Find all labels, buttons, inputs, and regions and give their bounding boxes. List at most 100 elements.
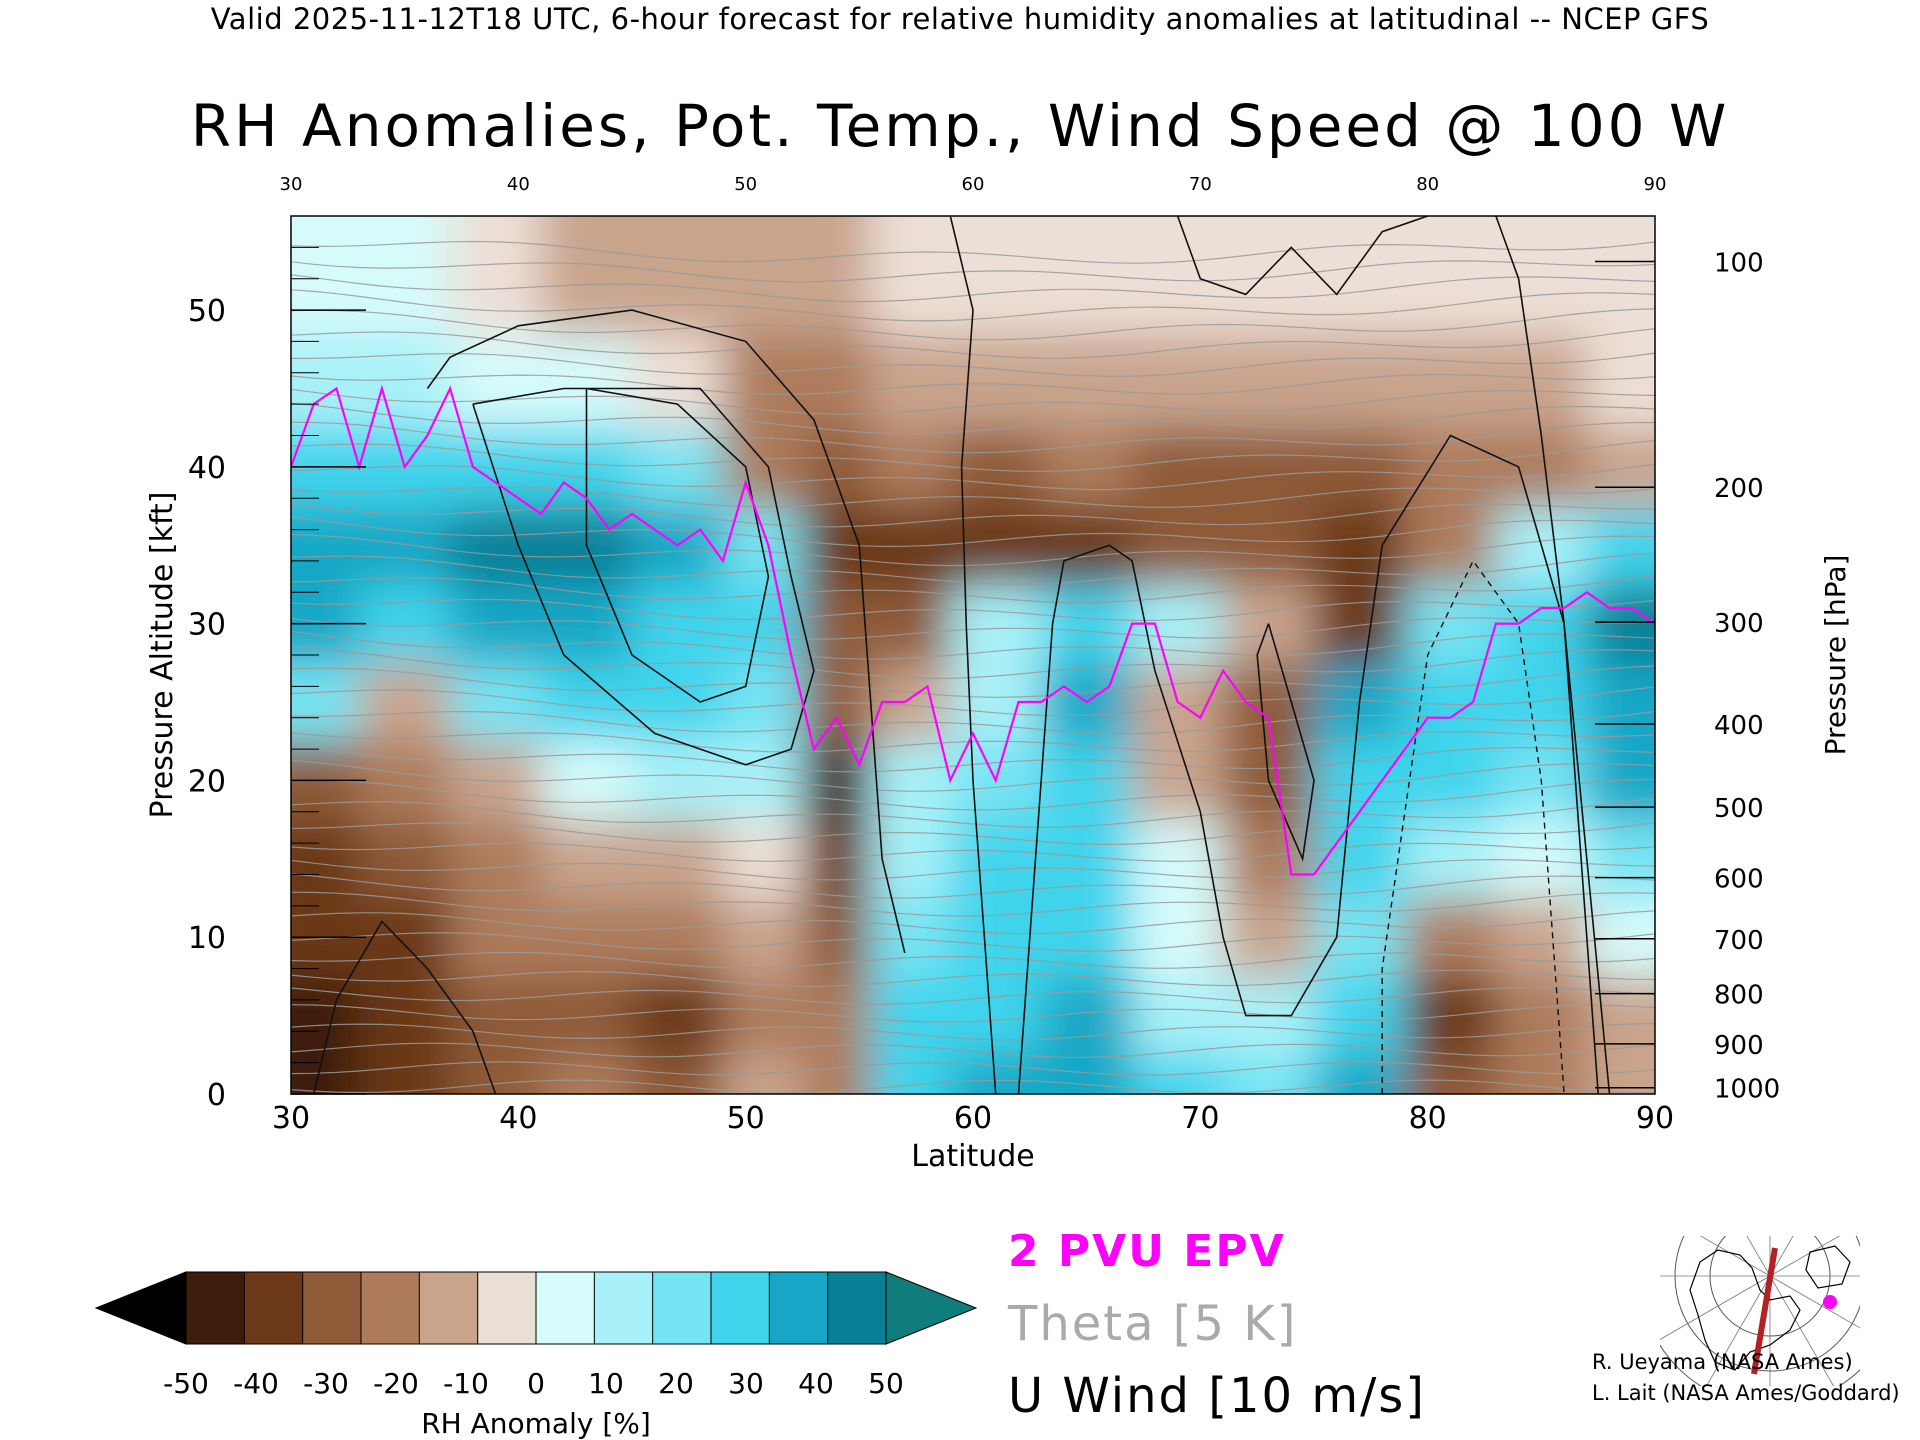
rh-cell xyxy=(1495,898,1588,978)
colorbar-low-arrow xyxy=(94,1271,187,1345)
rh-cell xyxy=(291,216,361,335)
rh-cell xyxy=(1314,976,1406,1056)
rh-cell xyxy=(802,584,872,664)
rh-cell xyxy=(1223,819,1315,900)
y-axis-label-right: Pressure [hPa] xyxy=(1819,555,1852,756)
rh-cell xyxy=(291,333,361,429)
rh-cell xyxy=(950,506,1043,586)
rh-cell xyxy=(1586,427,1655,508)
rh-cell xyxy=(1404,427,1497,508)
rh-cell xyxy=(1495,976,1588,1056)
x-tick-label: 50 xyxy=(727,1101,765,1136)
rh-cell xyxy=(1314,741,1406,821)
inset-coastline xyxy=(1689,1249,1801,1371)
header-line: Valid 2025-11-12T18 UTC, 6-hour forecast… xyxy=(210,2,1710,36)
colorbar-swatch xyxy=(185,1271,246,1345)
colorbar-tick-label: 0 xyxy=(527,1367,545,1400)
rh-cell xyxy=(722,898,804,978)
inset-meridian xyxy=(1699,1236,1771,1277)
legend-theta: Theta [5 K] xyxy=(1008,1296,1298,1352)
rh-cell xyxy=(1314,216,1406,335)
theta-isentrope xyxy=(291,598,1655,621)
theta-isentrope xyxy=(291,798,1655,829)
rh-cell xyxy=(1404,898,1497,978)
theta-isentrope xyxy=(291,440,1655,472)
heat-cells xyxy=(291,216,1655,1094)
colorbar-tick-label: 10 xyxy=(588,1367,624,1400)
rh-cell xyxy=(1404,584,1497,664)
rh-cell xyxy=(450,333,543,429)
rh-cell xyxy=(722,741,804,821)
rh-cell xyxy=(359,976,452,1056)
u-wind-contour xyxy=(472,387,815,766)
rh-cell xyxy=(870,1054,952,1094)
rh-cell xyxy=(802,427,872,508)
rh-cell xyxy=(950,427,1043,508)
rh-cell xyxy=(1223,662,1315,743)
theta-isentrope xyxy=(291,710,1655,735)
theta-isentrope xyxy=(291,260,1655,283)
rh-cell xyxy=(1223,427,1315,508)
theta-isentrope xyxy=(291,1079,1655,1094)
rh-cell xyxy=(1586,976,1655,1056)
rh-cell xyxy=(632,427,724,508)
theta-isentrope xyxy=(291,987,1655,1005)
rh-cell xyxy=(632,898,724,978)
rh-cell xyxy=(1223,1054,1315,1094)
rh-cell xyxy=(632,741,724,821)
inset-greenland xyxy=(1805,1245,1851,1289)
theta-isentrope xyxy=(291,308,1655,341)
colorbar-swatch xyxy=(243,1271,304,1345)
rh-cell xyxy=(802,216,872,335)
inset-meridian xyxy=(1769,1275,1860,1329)
rh-cell xyxy=(1132,333,1225,429)
inset-meridian xyxy=(1769,1236,1841,1277)
theta-isentrope xyxy=(291,873,1655,899)
rh-cell xyxy=(632,662,724,743)
x-tick-label: 40 xyxy=(499,1101,537,1136)
theta-isentrope xyxy=(291,951,1655,969)
rh-cell xyxy=(632,216,724,335)
rh-cell xyxy=(1041,1054,1134,1094)
rh-cell xyxy=(632,1054,724,1094)
theta-isentrope xyxy=(291,730,1655,753)
rh-cell xyxy=(541,819,633,900)
pressure-tick-label: 400 xyxy=(1714,711,1764,741)
rh-cell xyxy=(359,662,452,743)
theta-isentrope xyxy=(291,533,1655,567)
rh-cell xyxy=(802,898,872,978)
rh-cell xyxy=(802,333,872,429)
rh-cell xyxy=(450,819,543,900)
rh-cell xyxy=(722,819,804,900)
colorbar-swatch xyxy=(710,1271,771,1345)
rh-cell xyxy=(1314,333,1406,429)
u-wind-contour xyxy=(585,387,770,703)
rh-cell xyxy=(359,506,452,586)
pressure-tick-label: 100 xyxy=(1714,248,1764,278)
theta-isentrope xyxy=(291,503,1655,528)
u-wind-contour xyxy=(1176,216,1428,296)
rh-cell xyxy=(722,427,804,508)
u-wind-contour xyxy=(1017,434,1611,1094)
rh-cell xyxy=(802,1054,872,1094)
inset-meridian xyxy=(1660,1275,1771,1340)
inset-map-frame xyxy=(1660,1236,1860,1386)
u-wind-contour xyxy=(426,309,906,954)
theta-isentrope xyxy=(291,552,1655,585)
rh-cell xyxy=(1041,741,1134,821)
pressure-tick-label: 600 xyxy=(1714,865,1764,895)
x-tick-label-top: 80 xyxy=(1416,174,1439,195)
theta-isentrope xyxy=(291,421,1655,454)
theta-isentrope xyxy=(291,328,1655,359)
rh-cell xyxy=(950,898,1043,978)
legend-u-wind: U Wind [10 m/s] xyxy=(1008,1368,1427,1424)
rh-cell xyxy=(291,819,361,900)
y-tick-label: 20 xyxy=(188,764,226,799)
theta-isentrope xyxy=(291,574,1655,604)
theta-isentrope xyxy=(291,617,1655,641)
theta-contours xyxy=(291,240,1655,1094)
y-axis-label-left: Pressure Altitude [kft] xyxy=(145,492,180,819)
rh-cell xyxy=(950,976,1043,1056)
x-tick-label-top: 90 xyxy=(1644,174,1667,195)
